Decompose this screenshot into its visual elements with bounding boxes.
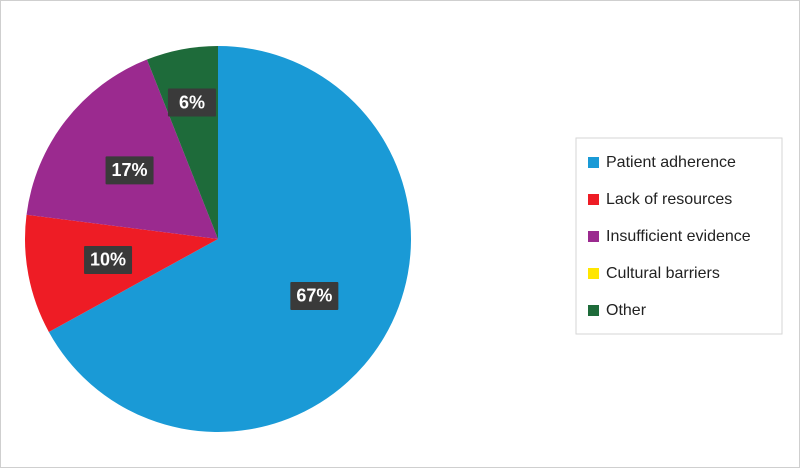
data-label-box	[105, 156, 154, 185]
legend-swatch	[588, 157, 599, 168]
legend-swatch	[588, 268, 599, 279]
legend-label: Cultural barriers	[606, 265, 720, 282]
data-label: 6%	[179, 92, 205, 112]
legend-label: Patient adherence	[606, 154, 736, 171]
data-label: 17%	[112, 160, 148, 180]
data-label-box	[167, 88, 216, 117]
pie-slice	[48, 46, 412, 432]
legend-swatch	[588, 194, 599, 205]
pie-slice	[26, 59, 218, 240]
legend-label: Lack of resources	[606, 191, 732, 208]
legend-label: Other	[606, 302, 647, 319]
legend-swatch	[588, 231, 599, 242]
legend-box	[575, 137, 783, 335]
legend-label: Insufficient evidence	[606, 228, 751, 245]
data-label: 10%	[90, 250, 126, 270]
data-label-box	[84, 245, 133, 274]
pie-slice	[146, 59, 218, 240]
legend-swatch	[588, 305, 599, 316]
data-label-box	[290, 281, 339, 310]
data-label: 67%	[296, 286, 332, 306]
